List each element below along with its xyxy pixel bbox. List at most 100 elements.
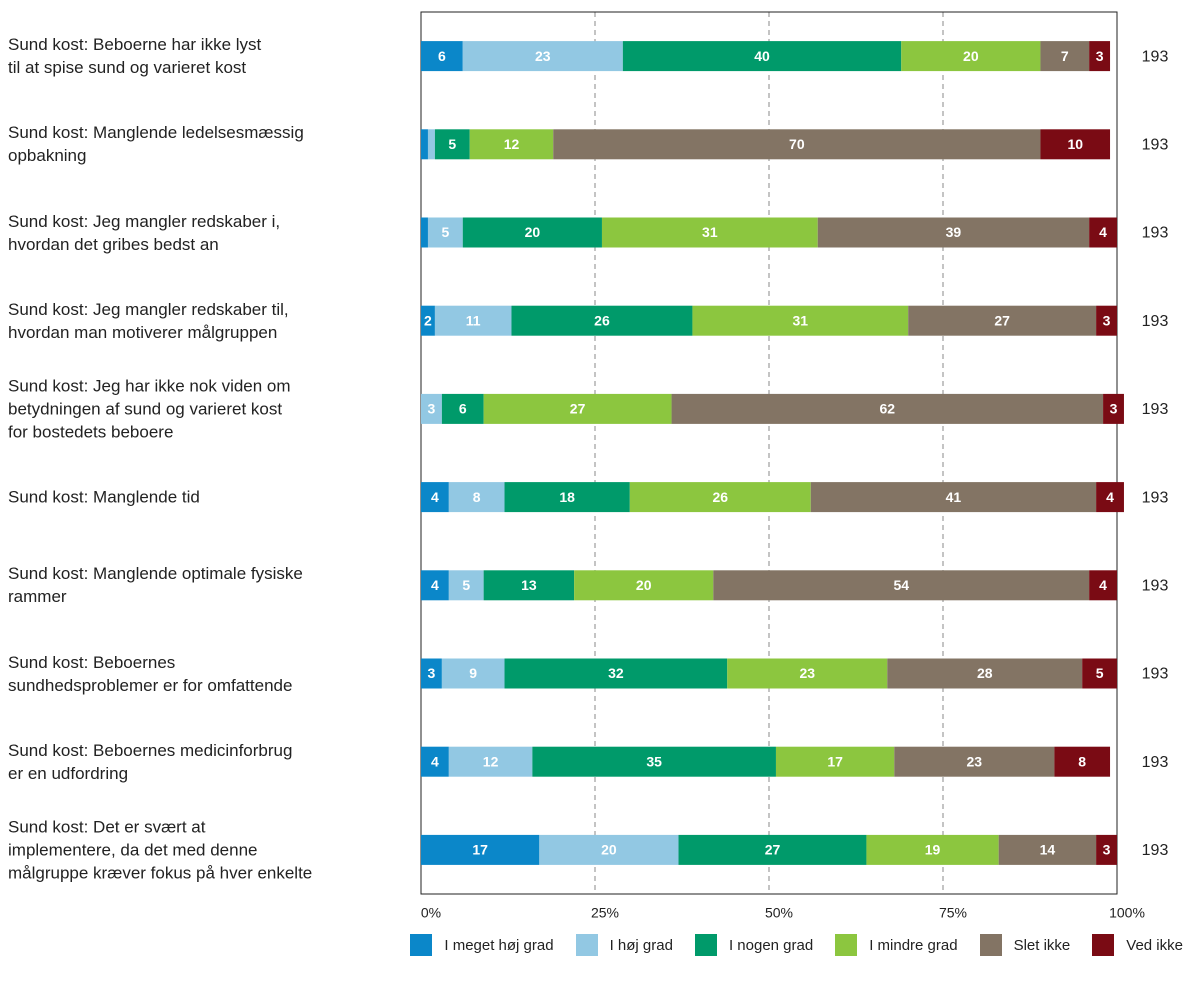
data-label: 40 [754, 48, 770, 64]
total-label: 193 [1142, 666, 1169, 683]
data-label: 19 [925, 842, 941, 858]
data-label: 6 [459, 401, 467, 417]
category-label: Sund kost: Manglende optimale fysiske ra… [8, 564, 303, 607]
bar-segment [692, 305, 909, 336]
data-label: 27 [994, 312, 1010, 328]
bar-segment [421, 217, 428, 248]
bar-segment [553, 129, 1041, 160]
category-label: Sund kost: Beboerne har ikke lyst til at… [8, 35, 262, 78]
data-label: 11 [466, 312, 481, 328]
legend-label: Ved ikke [1126, 936, 1183, 954]
data-label: 4 [431, 753, 439, 769]
legend-label: I nogen grad [728, 936, 814, 954]
x-tick-label: 100% [1109, 905, 1145, 921]
bar-segment [887, 658, 1083, 689]
data-label: 26 [712, 489, 728, 505]
data-label: 23 [799, 665, 815, 681]
data-label: 31 [702, 224, 718, 240]
category-label: Sund kost: Beboernes medicinforbrug er e… [8, 740, 293, 783]
bar-segment [441, 658, 505, 689]
legend-swatch [835, 934, 858, 956]
data-label: 2 [424, 312, 432, 328]
total-label: 193 [1142, 401, 1169, 418]
category-label: Sund kost: Jeg mangler redskaber i, hvor… [8, 211, 281, 254]
data-label: 17 [472, 842, 488, 858]
data-label: 3 [428, 665, 436, 681]
bar-segment [775, 746, 895, 777]
total-label: 193 [1142, 754, 1169, 771]
x-tick-label: 75% [939, 905, 967, 921]
bar-segment [601, 217, 818, 248]
legend-swatch [694, 934, 717, 956]
bar-segment [1103, 393, 1124, 424]
data-label: 5 [462, 577, 470, 593]
bar-segment [483, 393, 672, 424]
bar-segment [448, 482, 505, 513]
category-label: Sund kost: Jeg har ikke nok viden om bet… [8, 376, 291, 442]
bar-segment [1089, 41, 1111, 72]
data-label: 20 [963, 48, 979, 64]
total-label: 193 [1142, 48, 1169, 65]
data-label: 17 [827, 753, 843, 769]
bar-segment [727, 658, 888, 689]
data-label: 5 [441, 224, 449, 240]
data-label: 41 [946, 489, 962, 505]
total-label: 193 [1142, 313, 1169, 330]
data-label: 14 [1040, 842, 1056, 858]
bar-segment [901, 41, 1041, 72]
bar-segment [421, 129, 428, 160]
legend-swatch [410, 934, 433, 956]
data-label: 35 [646, 753, 662, 769]
bar-segment [574, 570, 714, 601]
bar-segment [622, 41, 902, 72]
data-label: 26 [594, 312, 610, 328]
legend-label: I meget høj grad [444, 936, 554, 954]
data-label: 27 [765, 842, 781, 858]
legend-item: Ved ikke [1092, 934, 1183, 956]
bar-segment [421, 658, 442, 689]
legend-swatch [575, 934, 598, 956]
data-label: 28 [977, 665, 993, 681]
bar-segment [866, 834, 999, 865]
total-label: 193 [1142, 225, 1169, 242]
plot-frame [420, 11, 1118, 895]
legend: I meget høj grad I høj grad I nogen grad I … [388, 934, 1183, 956]
legend-item: Slet ikke [979, 934, 1070, 956]
bar-segment [504, 482, 630, 513]
data-label: 20 [525, 224, 541, 240]
bar-segment [908, 305, 1097, 336]
bar-segment [434, 305, 512, 336]
data-label: 6 [438, 48, 446, 64]
bar-segment [1089, 570, 1117, 601]
category-label: Sund kost: Beboernes sundhedsproblemer e… [8, 652, 293, 695]
bar-segment [629, 482, 811, 513]
data-label: 9 [469, 665, 477, 681]
bar-segment [421, 570, 449, 601]
bar-segment [421, 41, 463, 72]
data-label: 7 [1061, 48, 1069, 64]
bar-segment [462, 41, 623, 72]
data-label: 12 [504, 136, 520, 152]
category-label: Sund kost: Jeg mangler redskaber til, hv… [8, 299, 289, 342]
bar-segment [427, 129, 435, 160]
bar-segment [1096, 482, 1124, 513]
bar-segment [421, 393, 442, 424]
legend-label: I mindre grad [869, 936, 958, 954]
data-label: 18 [559, 489, 575, 505]
data-label: 3 [1103, 312, 1111, 328]
bar-segment [1054, 746, 1111, 777]
legend-item: I høj grad [575, 934, 673, 956]
data-label: 27 [570, 401, 586, 417]
bar-segment [1040, 41, 1090, 72]
bar-segment [421, 305, 435, 336]
x-tick-label: 50% [765, 905, 793, 921]
data-label: 5 [448, 136, 456, 152]
bar-segment [1096, 834, 1117, 865]
bar-segment [998, 834, 1097, 865]
data-label: 13 [521, 577, 537, 593]
data-label: 62 [880, 401, 896, 417]
total-label: 193 [1142, 137, 1169, 154]
bar-segment [441, 393, 484, 424]
bar-segment [817, 217, 1090, 248]
